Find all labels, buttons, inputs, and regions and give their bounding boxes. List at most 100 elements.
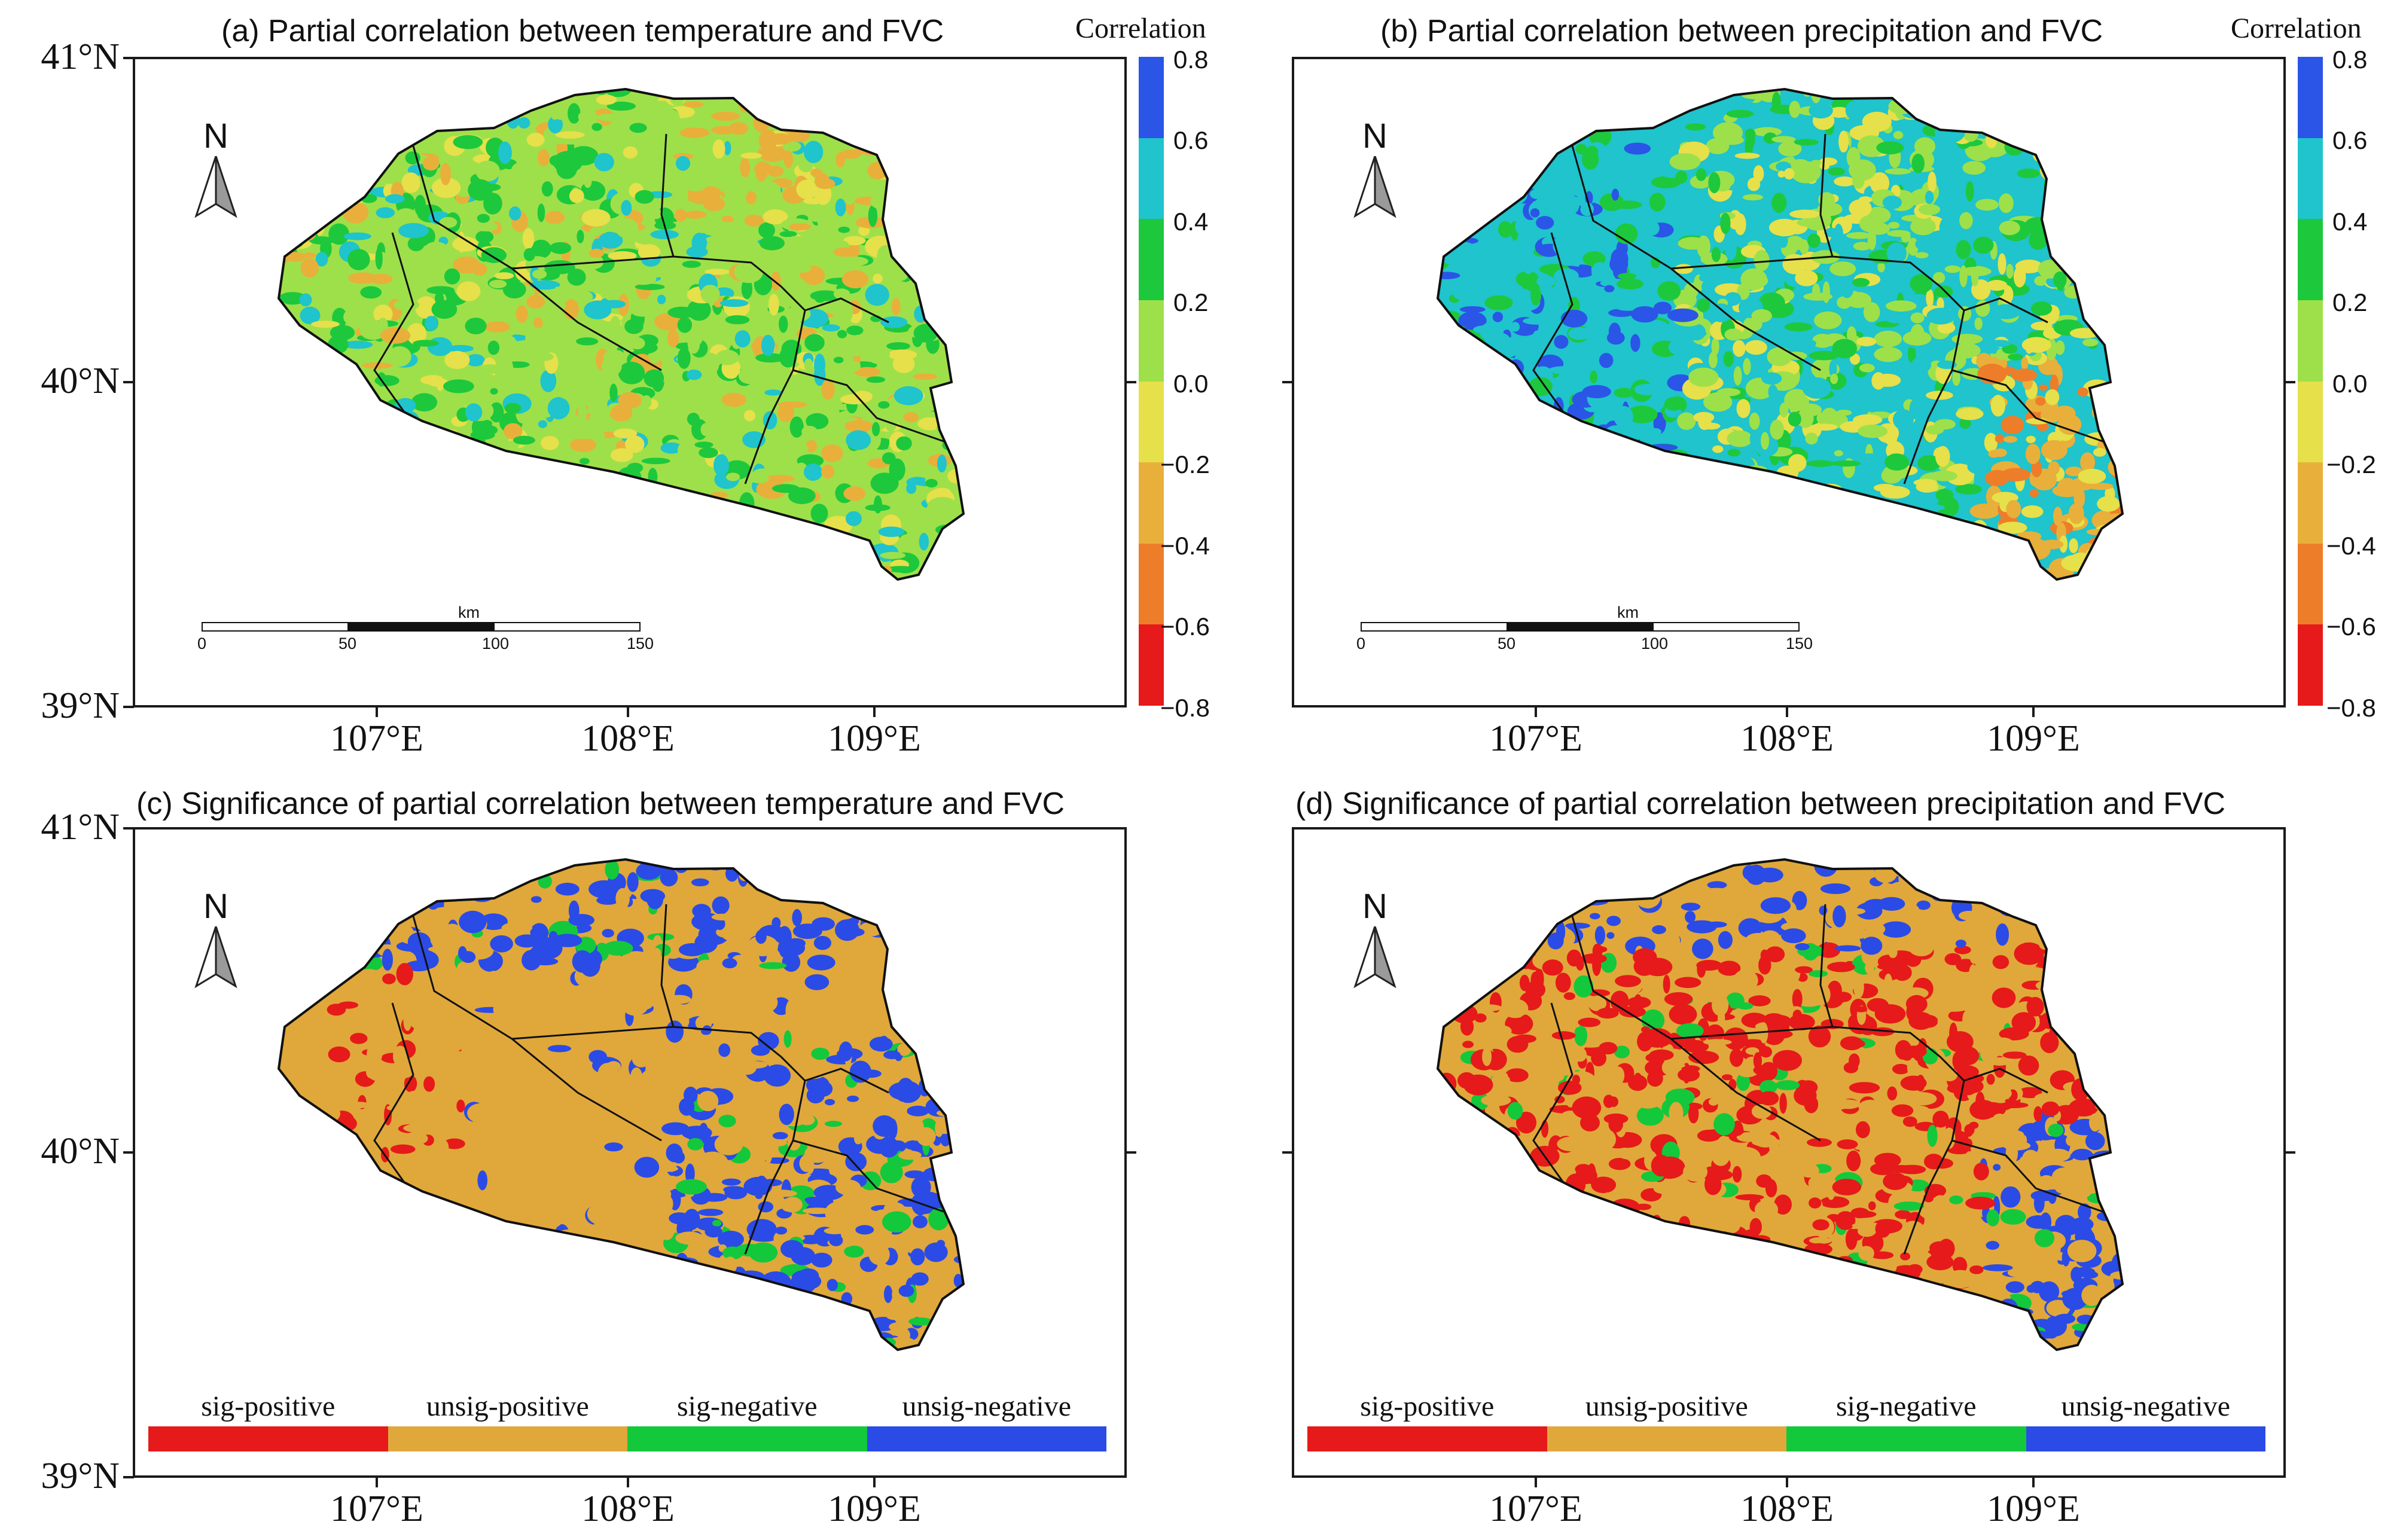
legend-item-unsig-negative: unsig-negative (2026, 1380, 2265, 1451)
lon-label: 107°E (1489, 718, 1582, 759)
panel-b: (b) Partial correlation between precipit… (1159, 0, 2403, 770)
district-boundary (1532, 1002, 1573, 1183)
lat-label: 39°N (41, 1456, 120, 1496)
lat-label: 41°N (41, 807, 120, 847)
lat-label: 41°N (41, 36, 120, 77)
lon-tick (873, 1477, 876, 1487)
legend-item-sig-negative: sig-negative (627, 1380, 867, 1451)
colorbar-label: 0.0 (1173, 370, 1209, 398)
lon-label: 108°E (1740, 1489, 1834, 1529)
scale-bar: km 0 50 100 150 (197, 603, 654, 657)
legend-label: unsig-positive (1585, 1390, 1748, 1422)
panel-a: (a) Partial correlation between temperat… (0, 0, 1210, 770)
lon-tick (1786, 1477, 1788, 1487)
region-outline (277, 858, 965, 1352)
north-arrow: N (1348, 116, 1402, 225)
district-boundary (1819, 904, 1834, 1027)
legend-item-unsig-positive: unsig-positive (1547, 1380, 1786, 1451)
colorbar-swatch (2298, 300, 2323, 382)
district-boundary (511, 255, 806, 484)
map-frame: N sig-positive unsig-positive sig-negati… (133, 827, 1127, 1478)
lon-tick (627, 706, 629, 717)
scale-tick: 100 (482, 635, 510, 652)
colorbar-swatch (2298, 219, 2323, 300)
colorbar-swatch (2298, 462, 2323, 544)
colorbar-label: 0.2 (1173, 288, 1209, 316)
north-arrow-icon (1353, 926, 1396, 989)
panel-c: (c) Significance of partial correlation … (0, 770, 1202, 1540)
map-frame: N km 0 50 100 150 (133, 57, 1127, 708)
region-map (1436, 87, 2124, 581)
colorbar-label: 0.4 (1173, 208, 1209, 236)
scale-unit: km (1617, 603, 1639, 621)
colorbar-label: −0.4 (1160, 532, 1210, 560)
lat-tick (123, 706, 134, 708)
colorbar-label: 0.4 (2332, 208, 2368, 236)
legend-label: sig-negative (1835, 1390, 1977, 1422)
colorbar-label: 0.8 (2332, 45, 2368, 74)
lon-label: 109°E (1987, 1489, 2080, 1529)
colorbar-swatch (1139, 462, 1164, 544)
legend-item-sig-positive: sig-positive (148, 1380, 388, 1451)
lon-tick (627, 1477, 629, 1487)
lon-label: 108°E (1740, 718, 1834, 759)
lat-tick (2285, 1151, 2295, 1154)
district-boundary (804, 297, 889, 324)
lat-tick (123, 1151, 134, 1154)
lat-tick (123, 1476, 134, 1478)
north-arrow-icon (194, 155, 237, 218)
legend-item-sig-positive: sig-positive (1307, 1380, 1547, 1451)
scale-tick: 50 (339, 635, 357, 652)
district-boundary (792, 369, 946, 443)
north-letter: N (203, 117, 228, 155)
lat-tick (1282, 1151, 1293, 1154)
district-boundary (1532, 232, 1573, 413)
colorbar-title: Correlation (2231, 13, 2362, 44)
lat-tick (1126, 1151, 1136, 1154)
lat-tick (123, 827, 134, 830)
district-boundary (1951, 1139, 2105, 1213)
legend-label: unsig-negative (2061, 1390, 2231, 1422)
north-letter: N (1362, 117, 1387, 155)
panel-d: (d) Significance of partial correlation … (1159, 770, 2403, 1540)
lon-tick (1535, 1477, 1537, 1487)
lon-tick (2032, 706, 2035, 717)
scale-unit: km (458, 603, 480, 621)
colorbar-label: 0.2 (2332, 288, 2368, 316)
colorbar-swatch (2298, 57, 2323, 138)
colorbar-swatch (2298, 381, 2323, 463)
panel-title: (a) Partial correlation between temperat… (221, 14, 944, 48)
lon-label: 107°E (330, 718, 423, 759)
colorbar-label: −0.2 (1160, 450, 1210, 478)
colorbar-swatch (1139, 624, 1164, 706)
north-arrow: N (189, 116, 243, 225)
legend-swatch (867, 1426, 1106, 1451)
legend-swatch (627, 1426, 867, 1451)
colorbar-swatch (1139, 543, 1164, 625)
legend-item-sig-negative: sig-negative (1786, 1380, 2026, 1451)
district-boundary (1670, 255, 1965, 484)
colorbar-label: −0.2 (2326, 450, 2376, 478)
district-boundary (660, 904, 675, 1027)
scale-tick: 100 (1641, 635, 1669, 652)
colorbar-swatch (1139, 138, 1164, 219)
lon-label: 109°E (828, 718, 921, 759)
scale-bar: km 0 50 100 150 (1356, 603, 1813, 657)
colorbar-label: −0.6 (2326, 612, 2376, 641)
legend-swatch (1547, 1426, 1786, 1451)
scale-tick: 50 (1498, 635, 1516, 652)
lat-label: 40°N (41, 1131, 120, 1172)
lon-tick (376, 706, 378, 717)
lat-tick (2285, 381, 2295, 383)
legend-label: unsig-negative (902, 1390, 1072, 1422)
colorbar-label: −0.4 (2326, 532, 2376, 560)
colorbar-title: Correlation (1075, 13, 1206, 44)
scale-tick: 0 (1356, 635, 1366, 652)
lat-tick (1126, 381, 1136, 383)
district-boundary (1963, 1068, 2048, 1094)
lon-label: 108°E (581, 1489, 675, 1529)
panel-title: (d) Significance of partial correlation … (1295, 786, 2226, 821)
region-outline (277, 87, 965, 581)
scale-bar-graphic (202, 622, 641, 632)
region-outline (1436, 87, 2124, 581)
